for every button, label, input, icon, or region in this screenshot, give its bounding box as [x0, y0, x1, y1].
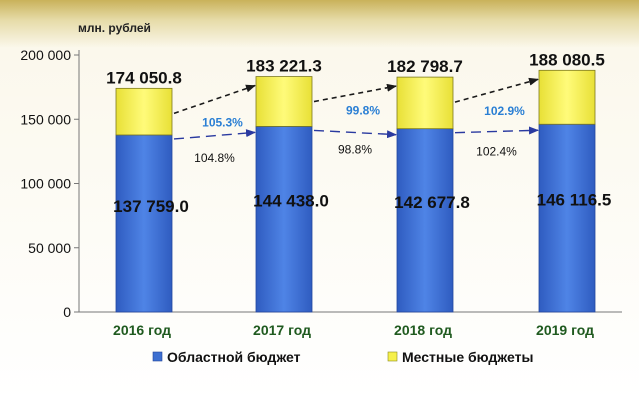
total-value-label: 188 080.5: [529, 50, 605, 69]
regional-value-label: 137 759.0: [113, 197, 189, 216]
x-category-label: 2018 год: [394, 322, 452, 338]
regional-growth-label: 98.8%: [338, 142, 372, 156]
y-tick-label: 100 000: [20, 176, 71, 192]
x-category-label: 2019 год: [536, 322, 594, 338]
total-value-label: 174 050.8: [106, 68, 182, 87]
legend-label-local: Местные бюджеты: [402, 349, 533, 365]
y-tick-label: 150 000: [20, 111, 71, 127]
growth-arrows: 105.3% 104.8% 99.8% 98.8% 102.9% 102.4%: [173, 77, 539, 165]
legend-swatch-local: [387, 351, 398, 362]
y-tick-label: 50 000: [28, 240, 71, 256]
regional-growth-arrow: [454, 126, 539, 135]
total-growth-label: 102.9%: [484, 104, 525, 118]
total-growth-label: 105.3%: [202, 115, 243, 129]
legend-label-regional: Областной бюджет: [167, 349, 301, 365]
x-category-label: 2016 год: [113, 322, 171, 338]
bar-local: [538, 69, 596, 125]
bar-regional: [255, 125, 313, 313]
bar-local: [255, 76, 313, 127]
y-axis: 0 50 000 100 000 150 000 200 000: [20, 47, 622, 320]
regional-growth-label: 102.4%: [476, 145, 517, 159]
value-labels: 174 050.8 137 759.0 183 221.3 144 438.0 182 …: [106, 50, 611, 215]
total-value-label: 182 798.7: [387, 57, 463, 76]
total-value-label: 183 221.3: [246, 57, 322, 76]
regional-growth-label: 104.8%: [194, 151, 235, 165]
y-axis-label: млн. рублей: [78, 21, 151, 35]
bar-local: [396, 76, 454, 130]
total-growth-label: 99.8%: [346, 104, 380, 118]
bar-regional: [396, 128, 454, 313]
bar-regional: [115, 134, 173, 313]
regional-value-label: 142 677.8: [394, 193, 470, 212]
regional-growth-arrow: [313, 129, 397, 139]
regional-value-label: 146 116.5: [537, 190, 612, 209]
total-growth-arrow: [313, 83, 397, 103]
bars-group: [115, 69, 596, 313]
regional-growth-arrow: [173, 129, 256, 140]
legend: Областной бюджет Местные бюджеты: [152, 349, 533, 365]
legend-swatch-regional: [152, 351, 163, 362]
regional-value-label: 144 438.0: [253, 192, 329, 211]
y-tick-label: 0: [63, 304, 71, 320]
x-category-label: 2017 год: [253, 322, 311, 338]
x-axis: 2016 год 2017 год 2018 год 2019 год: [113, 322, 594, 338]
bar-local: [115, 87, 173, 136]
bar-regional: [538, 123, 596, 313]
y-tick-label: 200 000: [20, 47, 71, 63]
